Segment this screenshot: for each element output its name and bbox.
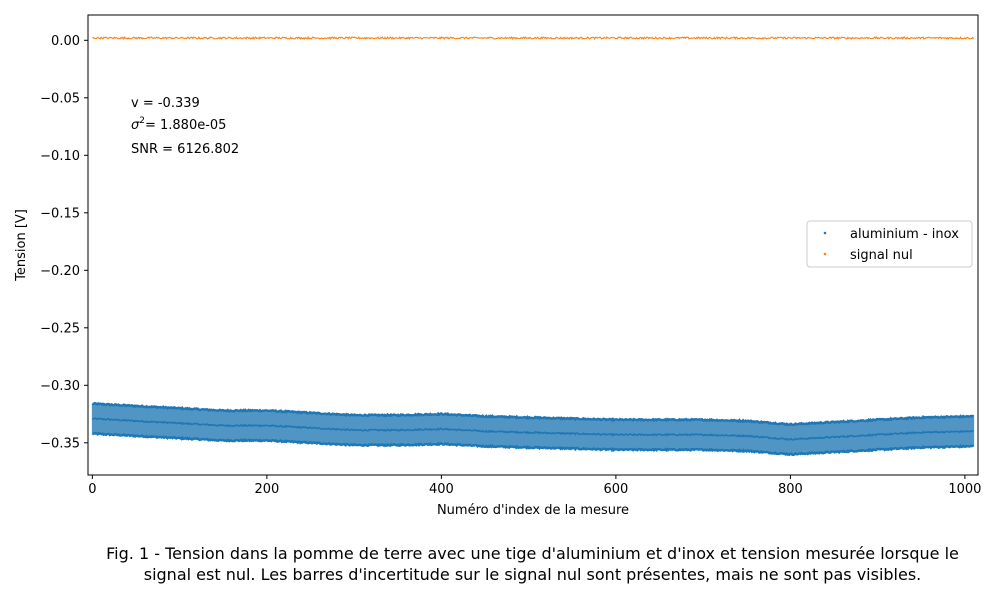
legend-box [806,220,973,268]
y-axis-label: Tension [V] [14,209,29,282]
y-tick-label: 0.00 [51,34,80,49]
x-axis-label: Numéro d'index de la mesure [437,503,629,518]
chart: 0 200 400 600 800 1000 0.00 −0.05 −0.10 −0.15 −0.2… [14,14,982,518]
legend-label-signal-nul: signal nul [850,248,913,263]
caption-line-2: signal est nul. Les barres d'incertitude… [143,565,922,584]
x-tick-label: 800 [778,482,803,497]
series-aluminium-inox [91,401,975,457]
y-tick-label: −0.30 [40,379,80,394]
annotation-variance-symbol: σ [131,118,140,133]
legend-marker-aluminium-inox [823,231,827,235]
caption-line-1: Fig. 1 - Tension dans la pomme de terre … [106,544,959,563]
y-tick-label: −0.15 [40,206,80,221]
legend-marker-signal-nul [823,252,827,256]
annotation-mean: v = -0.339 [131,96,200,111]
y-tick-label: −0.20 [40,264,80,279]
points-signal-nul [92,35,975,41]
stats-annotation: v = -0.339 σ2= 1.880e-05 SNR = 6126.802 [131,96,239,157]
legend-label-aluminium-inox: aluminium - inox [850,227,959,242]
annotation-variance-value: = 1.880e-05 [145,118,226,133]
plot-area [91,35,975,457]
y-tick-label: −0.25 [40,321,80,336]
x-tick-label: 600 [603,482,628,497]
error-bar-caps-lower [91,431,975,457]
annotation-snr: SNR = 6126.802 [131,142,239,157]
annotation-variance-exponent: 2 [139,116,145,126]
x-tick-label: 200 [254,482,279,497]
x-tick-label: 0 [88,482,96,497]
annotation-variance: σ2= 1.880e-05 [131,116,226,133]
points-aluminium-inox [91,417,975,441]
series-signal-nul [92,35,975,41]
x-tick-label: 400 [429,482,454,497]
y-tick-label: −0.05 [40,91,80,106]
plot-frame [87,14,979,476]
y-tick-label: −0.35 [40,436,80,451]
figure-caption: Fig. 1 - Tension dans la pomme de terre … [60,543,1000,585]
axes: 0 200 400 600 800 1000 0.00 −0.05 −0.10 −0.15 −0.2… [40,34,981,497]
x-tick-label: 1000 [948,482,981,497]
y-tick-label: −0.10 [40,149,80,164]
legend: aluminium - inox signal nul [806,220,973,268]
error-bar-caps-upper [91,401,975,427]
